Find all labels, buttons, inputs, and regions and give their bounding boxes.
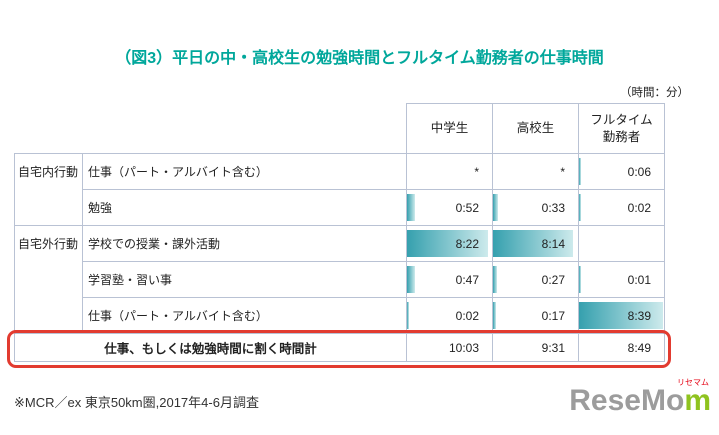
- value-text: 0:17: [541, 308, 565, 323]
- total-value-text: 10:03: [448, 340, 479, 355]
- value-cell: 0:02: [406, 297, 493, 334]
- row-label: 勉強: [82, 189, 407, 226]
- value-cell: 0:52: [406, 189, 493, 226]
- value-text: 0:01: [627, 272, 651, 287]
- value-text: 8:14: [541, 236, 565, 251]
- value-cell: 0:47: [406, 261, 493, 298]
- value-cell: 0:33: [492, 189, 579, 226]
- table-row: 自宅外行動 学校での授業・課外活動 8:22 8:14: [14, 225, 665, 334]
- table-row: 学習塾・習い事 0:47 0:27 0:01: [15, 261, 665, 298]
- col-header-middle-school: 中学生: [406, 103, 493, 154]
- value-text: 8:39: [627, 308, 651, 323]
- value-cell: *: [406, 153, 493, 190]
- group-label-at-home: 自宅内行動: [14, 153, 83, 226]
- value-bar: [493, 230, 573, 257]
- value-cell: 0:01: [578, 261, 665, 298]
- value-bar: [493, 266, 497, 293]
- row-label: 学習塾・習い事: [82, 261, 407, 298]
- source-note: ※MCR／ex 東京50km圏,2017年4-6月調査: [14, 395, 259, 410]
- value-cell: *: [492, 153, 579, 190]
- value-text: 0:02: [455, 308, 479, 323]
- value-cell: 0:17: [492, 297, 579, 334]
- row-label: 仕事（パート・アルバイト含む）: [82, 153, 407, 190]
- table-row: 勉強 0:52 0:33 0:02: [15, 189, 665, 226]
- col-header-fulltime: フルタイム 勤務者: [578, 103, 665, 154]
- value-bar: [407, 266, 415, 293]
- table-row: 自宅内行動 仕事（パート・アルバイト含む） * * 0:06: [14, 153, 665, 226]
- value-text: *: [474, 164, 479, 179]
- total-row-label: 仕事、もしくは勉強時間に割く時間計: [14, 333, 407, 362]
- value-text: 8:22: [455, 236, 479, 251]
- value-bar: [407, 302, 409, 329]
- figure-title: （図3）平日の中・高校生の勉強時間とフルタイム勤務者の仕事時間: [115, 50, 604, 67]
- value-cell: 8:39: [578, 297, 665, 334]
- value-cell: 0:27: [492, 261, 579, 298]
- resemom-logo-accent: m: [684, 384, 711, 417]
- value-text: 0:52: [455, 200, 479, 215]
- resemom-logo-ruby: リセマム: [677, 378, 709, 387]
- value-cell: 0:02: [578, 189, 665, 226]
- total-value-text: 8:49: [627, 340, 651, 355]
- value-bar: [407, 230, 488, 257]
- header-empty-cell: [15, 104, 407, 154]
- total-value-cell: 10:03: [406, 333, 493, 362]
- value-text: 0:06: [627, 164, 651, 179]
- value-text: 0:47: [455, 272, 479, 287]
- col-header-fulltime-line1: フルタイム: [590, 112, 653, 127]
- value-bar: [493, 302, 496, 329]
- value-cell: [578, 225, 665, 262]
- row-label: 仕事（パート・アルバイト含む）: [82, 297, 407, 334]
- unit-note: （時間：分）: [620, 87, 689, 99]
- value-bar: [579, 266, 581, 293]
- value-text: *: [560, 164, 565, 179]
- value-text: 0:27: [541, 272, 565, 287]
- total-value-cell: 9:31: [492, 333, 579, 362]
- row-label: 学校での授業・課外活動: [82, 225, 407, 262]
- total-value-text: 9:31: [541, 340, 565, 355]
- group-label-outside-home: 自宅外行動: [14, 225, 83, 334]
- value-text: 0:33: [541, 200, 565, 215]
- total-value-cell: 8:49: [578, 333, 665, 362]
- value-text: 0:02: [627, 200, 651, 215]
- value-bar: [493, 194, 498, 221]
- resemom-logo: リセマム ReseMom: [569, 378, 711, 417]
- value-cell: 0:06: [578, 153, 665, 190]
- resemom-logo-text: ReseMo: [569, 384, 685, 417]
- value-bar: [579, 158, 581, 185]
- col-header-high-school: 高校生: [492, 103, 579, 154]
- time-table: 中学生 高校生 フルタイム勤務者 自宅内行動 仕事（パート・アルバイト含む） *…: [14, 103, 665, 362]
- table-row: 仕事（パート・アルバイト含む） 0:02 0:17 8:39: [15, 297, 665, 334]
- value-bar: [579, 194, 581, 221]
- header-row: 中学生 高校生 フルタイム勤務者: [15, 103, 665, 154]
- value-cell: 8:22: [406, 225, 493, 262]
- value-bar: [407, 194, 415, 221]
- value-cell: 8:14: [492, 225, 579, 262]
- col-header-fulltime-line2: 勤務者: [602, 129, 641, 144]
- value-bar: [579, 302, 663, 329]
- total-row: 仕事、もしくは勉強時間に割く時間計 10:03 9:31 8:49: [14, 333, 665, 362]
